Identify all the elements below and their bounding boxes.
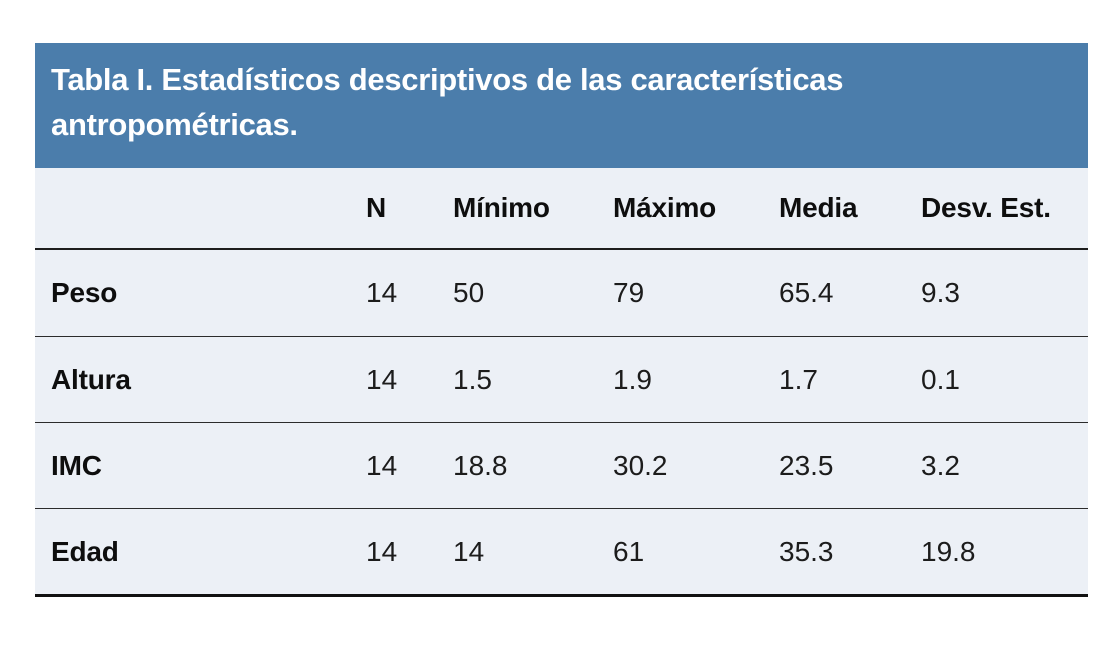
- cell-maximo: 61: [613, 535, 645, 567]
- cell-minimo: 18.8: [453, 449, 508, 481]
- cell-maximo: 79: [613, 277, 645, 308]
- cell-desv-est: 3.2: [921, 449, 960, 481]
- cell-maximo: 30.2: [613, 449, 668, 481]
- cell-minimo: 1.5: [453, 363, 492, 395]
- cell-desv-est: 19.8: [921, 535, 976, 567]
- table-row-altura: Altura 14 1.5 1.9 1.7 0.1: [35, 336, 1088, 422]
- table-title: Tabla I. Estadísticos descriptivos de la…: [51, 57, 1068, 147]
- cell-media: 23.5: [779, 449, 834, 481]
- row-label: Edad: [51, 535, 119, 567]
- cell-minimo: 14: [453, 535, 485, 567]
- column-header-media: Media: [779, 192, 858, 223]
- table-card: Tabla I. Estadísticos descriptivos de la…: [35, 43, 1088, 597]
- table-row-peso: Peso 14 50 79 65.4 9.3: [35, 250, 1088, 336]
- cell-maximo: 1.9: [613, 363, 652, 395]
- cell-media: 35.3: [779, 535, 834, 567]
- row-label: Altura: [51, 363, 131, 395]
- column-header-maximo: Máximo: [613, 192, 717, 223]
- cell-media: 65.4: [779, 277, 834, 308]
- table-row-edad: Edad 14 14 61 35.3 19.8: [35, 508, 1088, 594]
- table-title-line-1: Tabla I. Estadísticos descriptivos de la…: [51, 62, 844, 97]
- cell-n: 14: [366, 277, 398, 308]
- table-title-bar: Tabla I. Estadísticos descriptivos de la…: [35, 43, 1088, 168]
- row-label: IMC: [51, 449, 102, 481]
- cell-n: 14: [366, 363, 398, 395]
- table-body: N Mínimo Máximo Media Desv. Est. Peso 14…: [35, 168, 1088, 597]
- cell-desv-est: 0.1: [921, 363, 960, 395]
- table-header-row: N Mínimo Máximo Media Desv. Est.: [35, 168, 1088, 250]
- table-row-imc: IMC 14 18.8 30.2 23.5 3.2: [35, 422, 1088, 508]
- column-header-desv-est: Desv. Est.: [921, 192, 1051, 223]
- cell-desv-est: 9.3: [921, 277, 960, 308]
- column-header-n: N: [366, 192, 387, 223]
- cell-n: 14: [366, 449, 398, 481]
- cell-media: 1.7: [779, 363, 818, 395]
- cell-minimo: 50: [453, 277, 485, 308]
- row-label: Peso: [51, 277, 118, 308]
- column-header-minimo: Mínimo: [453, 192, 550, 223]
- cell-n: 14: [366, 535, 398, 567]
- table-title-line-2: antropométricas.: [51, 107, 298, 142]
